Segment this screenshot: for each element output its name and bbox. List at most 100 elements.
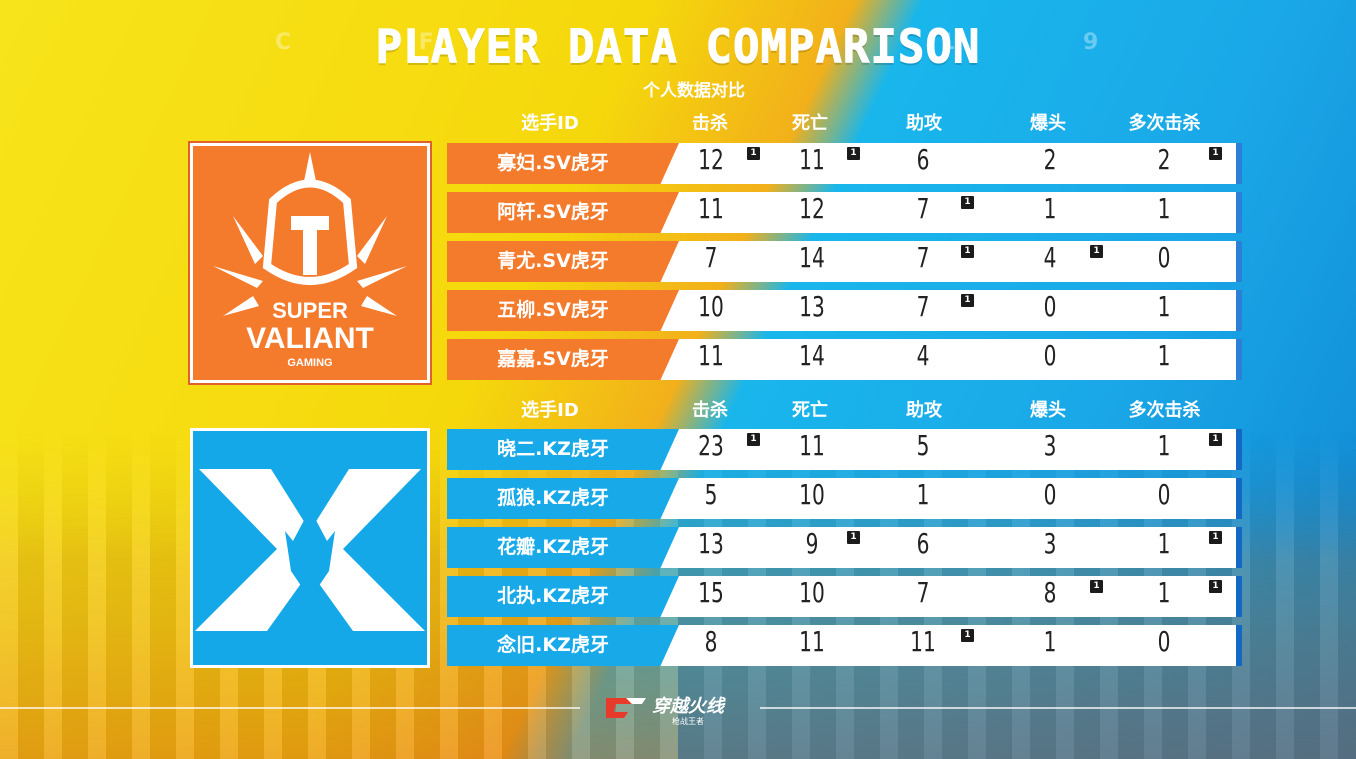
stat-kills: 13 — [698, 527, 724, 560]
stat-multikills: 1 — [1157, 429, 1171, 462]
player-row: 念旧.KZ虎牙 8 11 11 1 1 0 — [447, 625, 1242, 666]
header-multikills: 多次击杀 — [1128, 400, 1201, 421]
stat-headshots: 8 — [1043, 576, 1057, 609]
footer-divider-right — [760, 707, 1356, 709]
stat-deaths: 10 — [799, 478, 825, 511]
player-row: 青尤.SV虎牙 7 14 7 1 4 1 0 — [447, 241, 1242, 282]
stat-multikills: 0 — [1157, 241, 1171, 274]
header-deaths: 死亡 — [792, 400, 828, 421]
header-deaths: 死亡 — [792, 113, 828, 134]
stat-kills: 15 — [698, 576, 724, 609]
stat-multikills: 1 — [1157, 527, 1171, 560]
stat-headshots: 0 — [1043, 339, 1057, 372]
player-row: 孤狼.KZ虎牙 5 10 1 0 0 — [447, 478, 1242, 519]
cf-logo-icon: 穿越火线 枪战王者 — [606, 696, 726, 726]
header-player-id: 选手ID — [521, 113, 579, 134]
mvp-badge-icon: 1 — [961, 294, 974, 307]
stats-cell — [653, 290, 1242, 331]
stat-assists: 7 — [916, 290, 930, 323]
player-row: 阿轩.SV虎牙 11 12 7 1 1 1 — [447, 192, 1242, 233]
stat-assists: 1 — [916, 478, 930, 511]
mvp-badge-icon: 1 — [1090, 245, 1103, 258]
mvp-badge-icon: 1 — [1209, 580, 1222, 593]
stat-deaths: 14 — [799, 241, 825, 274]
stat-kills: 23 — [698, 429, 724, 462]
mvp-badge-icon: 1 — [1090, 580, 1103, 593]
player-name: 青尤.SV虎牙 — [447, 241, 679, 282]
mvp-badge-icon: 1 — [1209, 433, 1222, 446]
stat-multikills: 2 — [1157, 143, 1171, 176]
logo-text-line1: SUPER — [272, 298, 348, 323]
deco-letters-left: C F — [275, 30, 494, 55]
player-name: 花瓣.KZ虎牙 — [447, 527, 679, 568]
player-row: 寡妇.SV虎牙 12 1 11 1 6 2 2 1 — [447, 143, 1242, 184]
mvp-badge-icon: 1 — [1209, 531, 1222, 544]
header-headshots: 爆头 — [1030, 113, 1066, 134]
player-row: 北执.KZ虎牙 15 10 7 8 1 1 1 — [447, 576, 1242, 617]
stat-kills: 12 — [698, 143, 724, 176]
player-row: 晓二.KZ虎牙 23 1 11 5 3 1 1 — [447, 429, 1242, 470]
deco-letters-right: 1 9 — [940, 30, 1159, 55]
stat-deaths: 10 — [799, 576, 825, 609]
stat-deaths: 11 — [799, 143, 825, 176]
stat-kills: 10 — [698, 290, 724, 323]
mvp-badge-icon: 1 — [961, 245, 974, 258]
player-name: 北执.KZ虎牙 — [447, 576, 679, 617]
stat-assists: 6 — [916, 527, 930, 560]
stat-headshots: 1 — [1043, 192, 1057, 225]
team-logo-super-valiant: SUPER VALIANT GAMING — [188, 141, 432, 385]
header-player-id: 选手ID — [521, 400, 579, 421]
header-kills: 击杀 — [692, 113, 728, 134]
x-dragon-logo-icon: X — [195, 469, 425, 660]
stat-deaths: 11 — [799, 625, 825, 658]
stat-deaths: 13 — [799, 290, 825, 323]
player-name: 寡妇.SV虎牙 — [447, 143, 679, 184]
player-row: 花瓣.KZ虎牙 13 9 1 6 3 1 1 — [447, 527, 1242, 568]
player-name: 孤狼.KZ虎牙 — [447, 478, 679, 519]
player-name: 嘉嘉.SV虎牙 — [447, 339, 679, 380]
header-headshots: 爆头 — [1030, 400, 1066, 421]
stat-multikills: 1 — [1157, 576, 1171, 609]
stat-multikills: 1 — [1157, 339, 1171, 372]
mvp-badge-icon: 1 — [961, 196, 974, 209]
player-name: 五柳.SV虎牙 — [447, 290, 679, 331]
stats-cell — [653, 192, 1242, 233]
stats-cell — [653, 478, 1242, 519]
stats-cell — [653, 339, 1242, 380]
header-kills: 击杀 — [692, 400, 728, 421]
stat-deaths: 12 — [799, 192, 825, 225]
player-row: 嘉嘉.SV虎牙 11 14 4 0 1 — [447, 339, 1242, 380]
player-name: 念旧.KZ虎牙 — [447, 625, 679, 666]
stat-multikills: 1 — [1157, 290, 1171, 323]
stat-assists: 7 — [916, 241, 930, 274]
stats-cell — [653, 527, 1242, 568]
stat-headshots: 3 — [1043, 527, 1057, 560]
page-subtitle: 个人数据对比 — [643, 81, 745, 101]
header-assists: 助攻 — [906, 400, 942, 421]
stats-cell — [653, 576, 1242, 617]
stat-multikills: 0 — [1157, 625, 1171, 658]
logo-text: X — [310, 658, 311, 660]
stat-multikills: 0 — [1157, 478, 1171, 511]
mvp-badge-icon: 1 — [961, 629, 974, 642]
stat-deaths: 14 — [799, 339, 825, 372]
stat-kills: 11 — [698, 192, 724, 225]
stat-assists: 7 — [916, 192, 930, 225]
player-name: 晓二.KZ虎牙 — [447, 429, 679, 470]
helmet-logo-icon: SUPER VALIANT GAMING — [213, 152, 407, 369]
mvp-badge-icon: 1 — [847, 147, 860, 160]
stat-kills: 7 — [704, 241, 718, 274]
stat-deaths: 11 — [799, 429, 825, 462]
header-assists: 助攻 — [906, 113, 942, 134]
mvp-badge-icon: 1 — [1209, 147, 1222, 160]
stats-cell — [653, 241, 1242, 282]
stat-assists: 4 — [916, 339, 930, 372]
stats-cell — [653, 625, 1242, 666]
stat-headshots: 0 — [1043, 478, 1057, 511]
logo-main-text: 穿越火线 — [652, 696, 726, 717]
footer-divider-left — [0, 707, 580, 709]
player-name: 阿轩.SV虎牙 — [447, 192, 679, 233]
logo-text-line2: VALIANT — [246, 322, 374, 355]
logo-text-line3: GAMING — [287, 357, 332, 369]
stat-kills: 11 — [698, 339, 724, 372]
